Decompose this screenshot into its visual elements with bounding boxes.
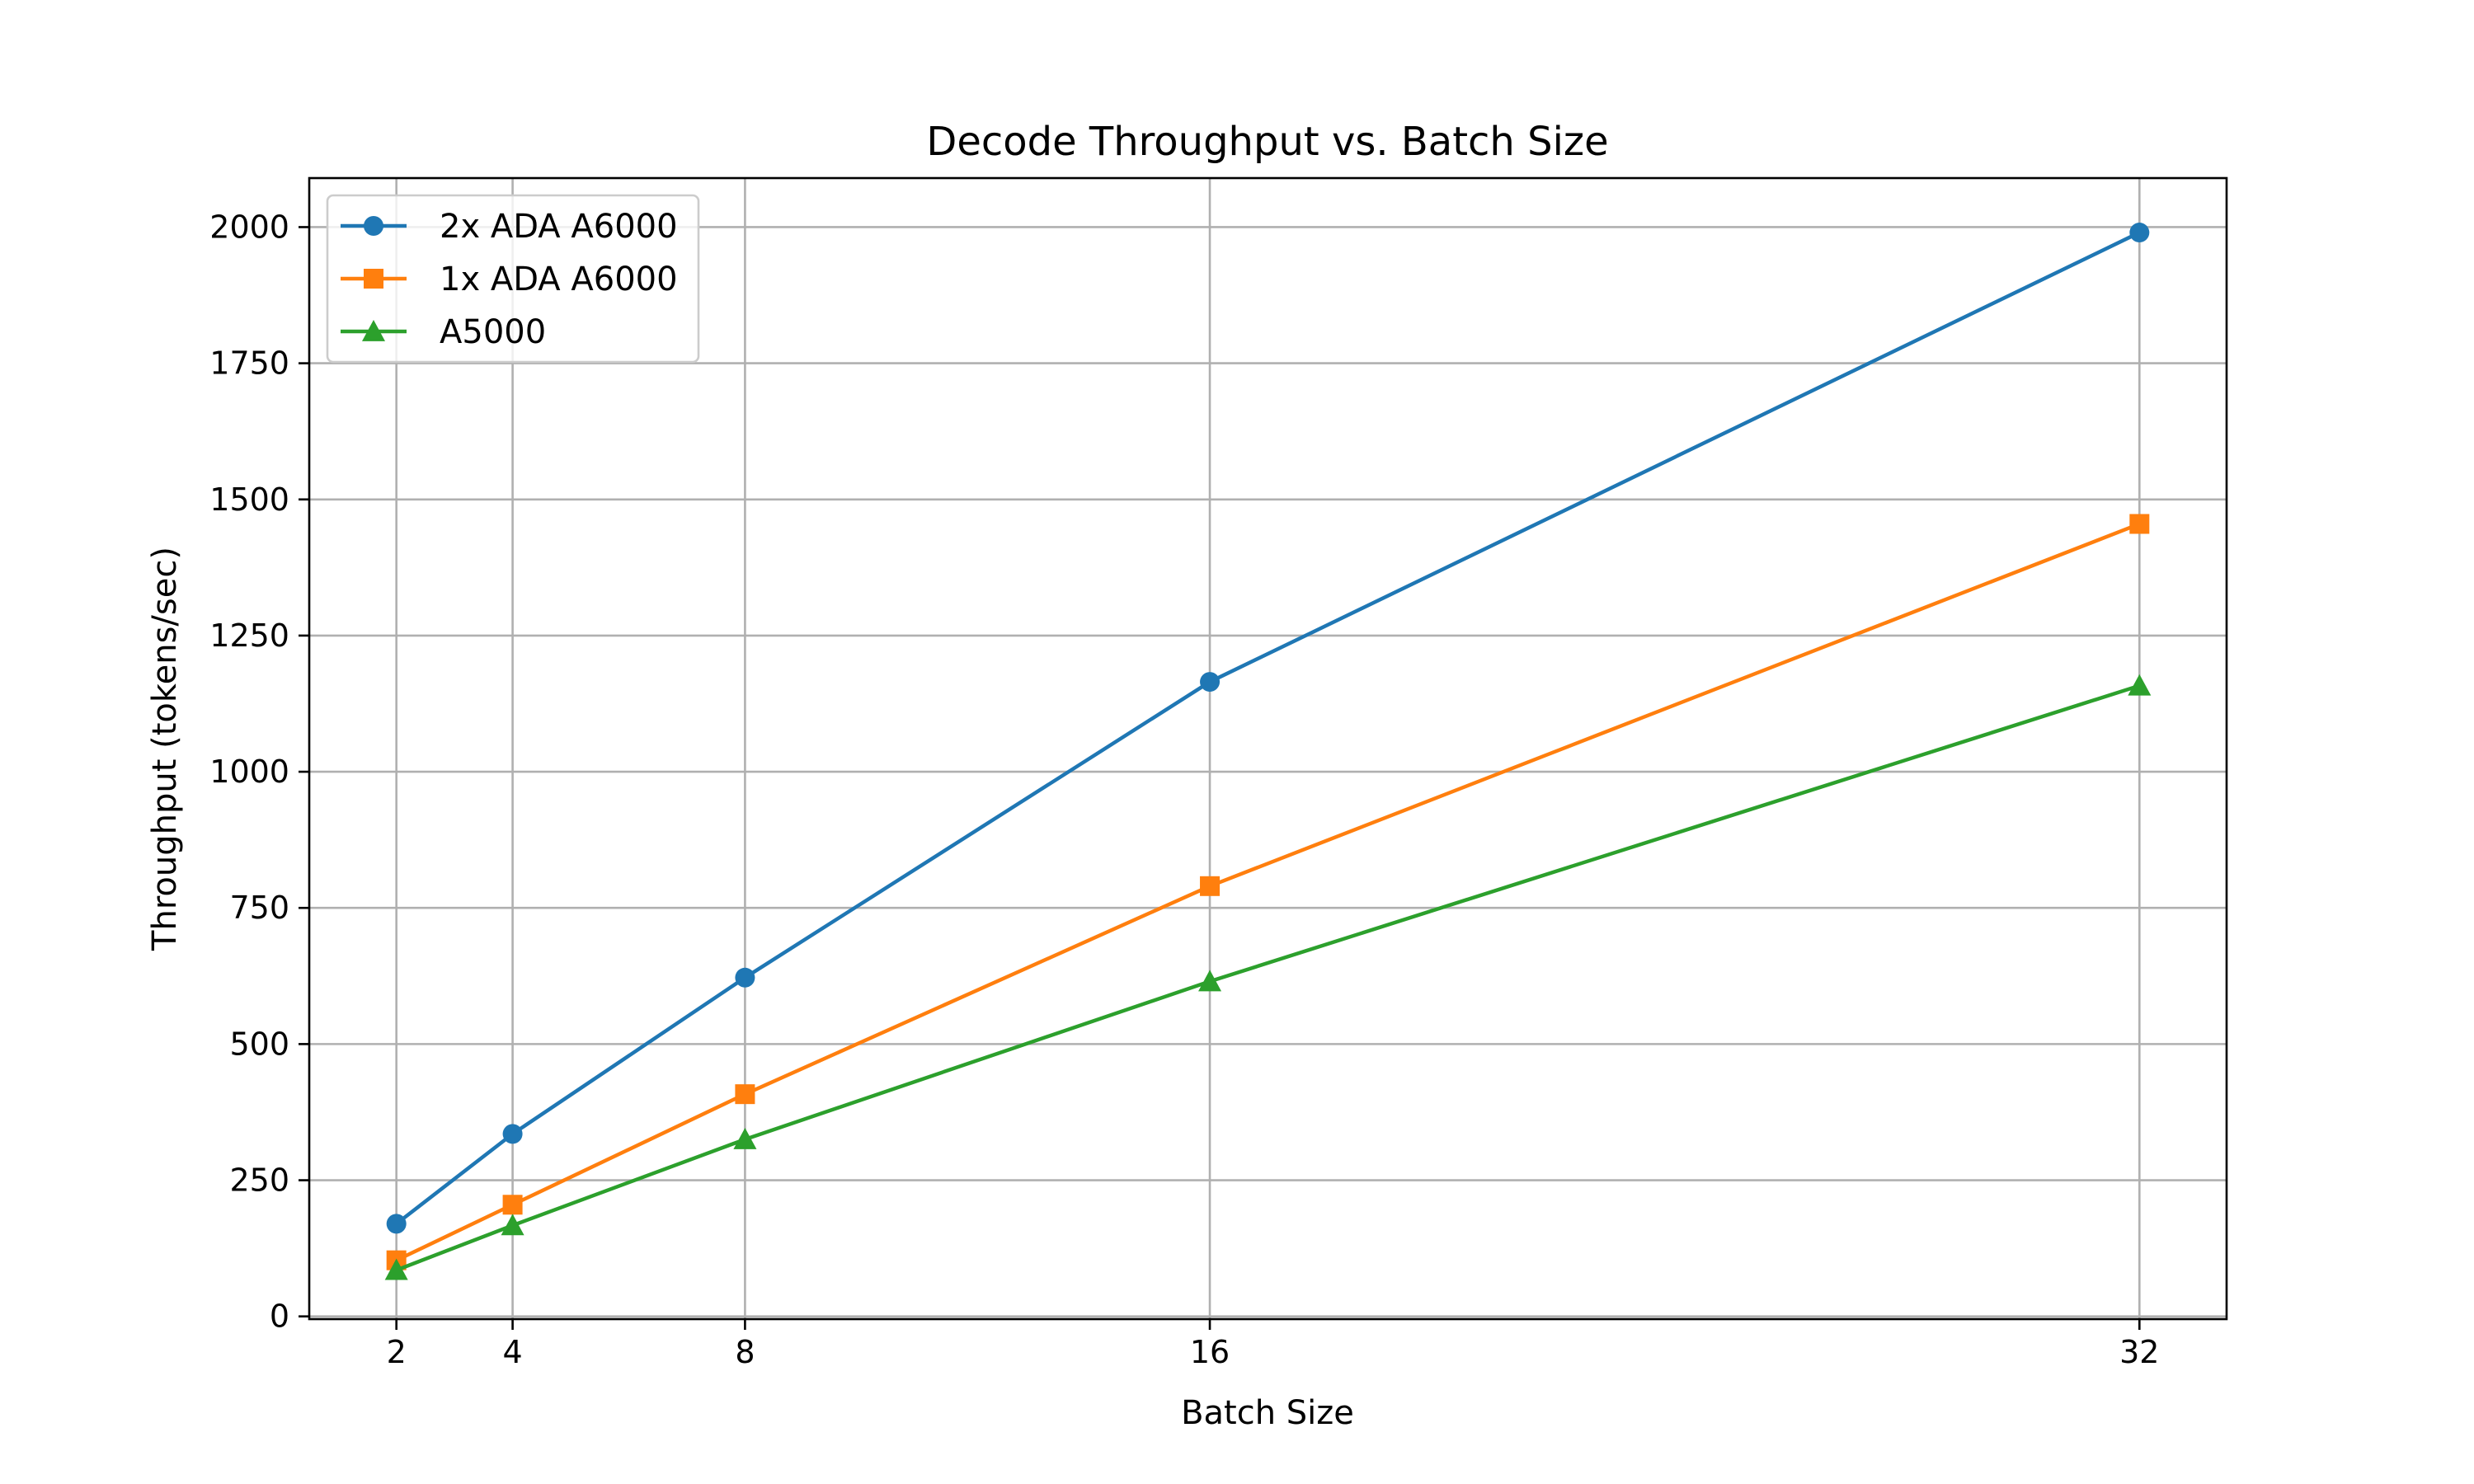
legend-entry: 2x ADA A6000	[341, 208, 678, 246]
y-tick-label: 1750	[209, 345, 289, 382]
y-tick-label: 1250	[209, 618, 289, 654]
data-point	[384, 1258, 408, 1280]
x-tick-label: 32	[2119, 1334, 2159, 1370]
y-tick-label: 250	[229, 1162, 289, 1199]
data-point	[1200, 876, 1221, 896]
x-tick-label: 4	[502, 1334, 522, 1370]
data-point	[1200, 672, 1221, 693]
legend-marker	[362, 320, 385, 341]
x-tick-label: 8	[735, 1334, 755, 1370]
y-tick-label: 750	[229, 890, 289, 926]
legend: 2x ADA A6000 1x ADA A6000 A5000	[326, 194, 700, 364]
series-2x-ada-a6000	[386, 223, 2150, 1234]
x-axis-ticks: 2 4 8 16 32	[387, 1319, 2159, 1370]
x-axis-label: Batch Size	[1181, 1394, 1354, 1432]
data-point	[2129, 223, 2150, 243]
legend-label: 2x ADA A6000	[440, 208, 678, 246]
y-axis-label: Throughput (tokens/sec)	[146, 547, 184, 951]
y-tick-label: 1500	[209, 481, 289, 518]
legend-frame	[326, 194, 700, 364]
data-point	[386, 1214, 407, 1234]
data-point	[501, 1214, 524, 1236]
y-tick-label: 500	[229, 1026, 289, 1062]
series-layer	[384, 223, 2152, 1280]
legend-entry: 1x ADA A6000	[341, 261, 678, 298]
data-point	[502, 1124, 523, 1144]
grid	[309, 178, 2227, 1319]
y-axis-ticks: 0 250 500 750 1000 1250 1500 1750 2000	[209, 209, 309, 1335]
data-point	[735, 967, 755, 988]
plot-area-frame	[308, 176, 2228, 1321]
data-point	[735, 1084, 755, 1105]
legend-label: A5000	[440, 313, 546, 351]
legend-marker	[364, 216, 383, 236]
series-a5000	[384, 674, 2152, 1280]
data-point	[2129, 514, 2150, 534]
y-tick-label: 0	[270, 1298, 289, 1335]
x-tick-label: 2	[387, 1334, 407, 1370]
y-tick-label: 2000	[209, 209, 289, 245]
legend-entry: A5000	[341, 313, 546, 351]
data-point	[2128, 674, 2152, 696]
legend-label: 1x ADA A6000	[440, 261, 678, 298]
y-tick-label: 1000	[209, 754, 289, 790]
data-point	[733, 1127, 757, 1149]
data-point	[502, 1195, 523, 1215]
chart-title: Decode Throughput vs. Batch Size	[926, 119, 1608, 165]
legend-marker	[364, 269, 383, 289]
data-point	[1198, 970, 1222, 992]
x-tick-label: 16	[1190, 1334, 1230, 1370]
